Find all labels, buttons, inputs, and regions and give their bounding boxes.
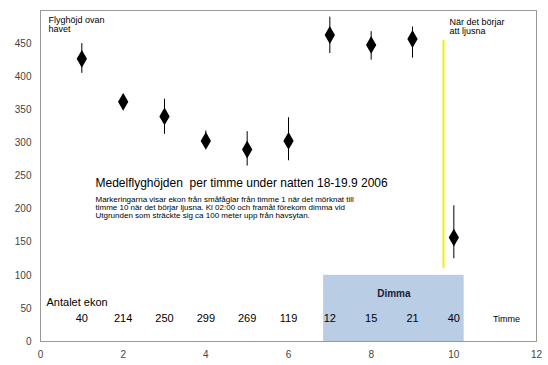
- svg-text:0: 0: [38, 349, 44, 360]
- svg-text:4: 4: [203, 349, 209, 360]
- svg-text:12: 12: [531, 349, 543, 360]
- svg-text:269: 269: [238, 312, 256, 324]
- svg-text:Dimma: Dimma: [377, 288, 411, 299]
- svg-text:40: 40: [448, 312, 460, 324]
- svg-text:50: 50: [20, 303, 32, 314]
- svg-text:6: 6: [286, 349, 292, 360]
- svg-text:Flyghöjd ovanhavet: Flyghöjd ovanhavet: [49, 15, 105, 34]
- svg-text:12: 12: [324, 312, 336, 324]
- svg-text:Antalet ekon: Antalet ekon: [47, 296, 108, 308]
- svg-text:0: 0: [26, 336, 32, 347]
- svg-text:15: 15: [365, 312, 377, 324]
- svg-text:299: 299: [197, 312, 215, 324]
- svg-text:Timme: Timme: [493, 314, 520, 324]
- svg-text:300: 300: [15, 137, 32, 148]
- svg-text:Markeringarna visar ekon från: Markeringarna visar ekon från småfåglar …: [96, 195, 355, 220]
- svg-text:200: 200: [15, 203, 32, 214]
- svg-text:När det börjaratt ljusna: När det börjaratt ljusna: [450, 17, 505, 36]
- svg-text:214: 214: [114, 312, 132, 324]
- svg-text:150: 150: [15, 236, 32, 247]
- svg-text:2: 2: [120, 349, 126, 360]
- svg-text:40: 40: [76, 312, 88, 324]
- svg-text:100: 100: [15, 270, 32, 281]
- svg-text:450: 450: [15, 38, 32, 49]
- svg-text:250: 250: [15, 170, 32, 181]
- svg-text:350: 350: [15, 104, 32, 115]
- svg-text:400: 400: [15, 71, 32, 82]
- svg-text:250: 250: [155, 312, 173, 324]
- svg-text:119: 119: [280, 312, 298, 324]
- svg-text:8: 8: [368, 349, 374, 360]
- svg-text:21: 21: [406, 312, 418, 324]
- svg-text:Medelflyghöjden per timme und: Medelflyghöjden per timme under natten 1…: [96, 176, 389, 190]
- svg-text:10: 10: [448, 349, 460, 360]
